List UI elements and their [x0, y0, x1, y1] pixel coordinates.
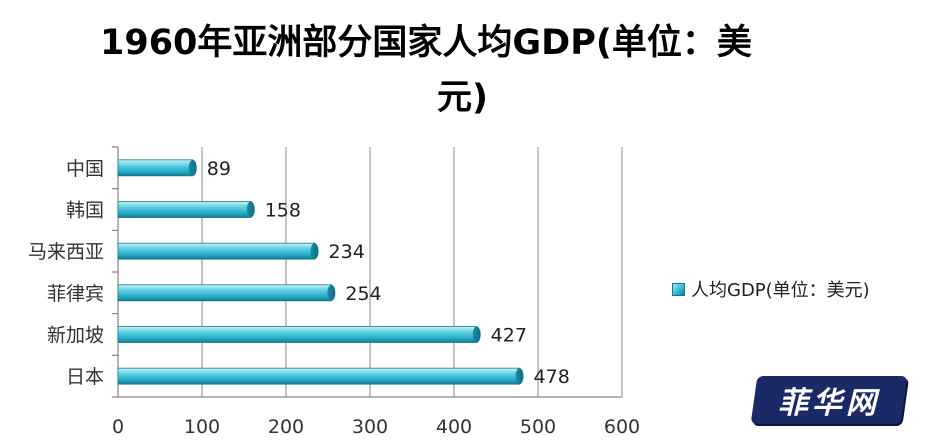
data-label: 427	[491, 325, 527, 347]
watermark-text: 菲华网	[778, 386, 880, 421]
category-label: 韩国	[66, 200, 104, 222]
category-label: 中国	[66, 158, 104, 180]
x-tick-label: 200	[268, 416, 304, 438]
category-label: 日本	[66, 366, 104, 388]
axes	[112, 146, 622, 398]
grid-lines	[201, 147, 623, 397]
x-tick-label: 300	[352, 416, 388, 438]
chart-title-line1: 1960年亚洲部分国家人均GDP(单位：美	[100, 23, 752, 63]
data-label: 89	[207, 158, 231, 180]
data-label: 158	[265, 200, 301, 222]
watermark-logo: 菲华网	[738, 362, 920, 438]
data-label: 234	[329, 241, 365, 263]
category-label: 菲律宾	[47, 283, 104, 305]
bar	[117, 201, 255, 218]
x-tick-label: 600	[604, 416, 640, 438]
data-label: 478	[534, 366, 570, 388]
category-label: 马来西亚	[28, 241, 104, 263]
chart-title-line2: 元)	[437, 78, 488, 118]
bar	[117, 367, 524, 385]
bars	[117, 159, 524, 385]
bar	[117, 242, 319, 260]
category-label: 新加坡	[47, 325, 104, 347]
labels: 0 100 200 300 400 500 600 中国 89 韩国 158 马来西亚 234 菲律宾 25…	[28, 158, 640, 438]
bar	[117, 326, 481, 343]
x-tick-label: 100	[184, 416, 220, 438]
data-label: 254	[345, 283, 381, 305]
x-tick-label: 0	[112, 416, 124, 438]
legend: 人均GDP(单位：美元)	[672, 276, 870, 302]
x-tick-label: 400	[436, 416, 472, 438]
x-tick-label: 500	[520, 416, 556, 438]
bar	[117, 159, 197, 177]
legend-label: 人均GDP(单位：美元)	[691, 280, 870, 301]
legend-swatch	[672, 282, 685, 296]
bar	[117, 284, 336, 302]
